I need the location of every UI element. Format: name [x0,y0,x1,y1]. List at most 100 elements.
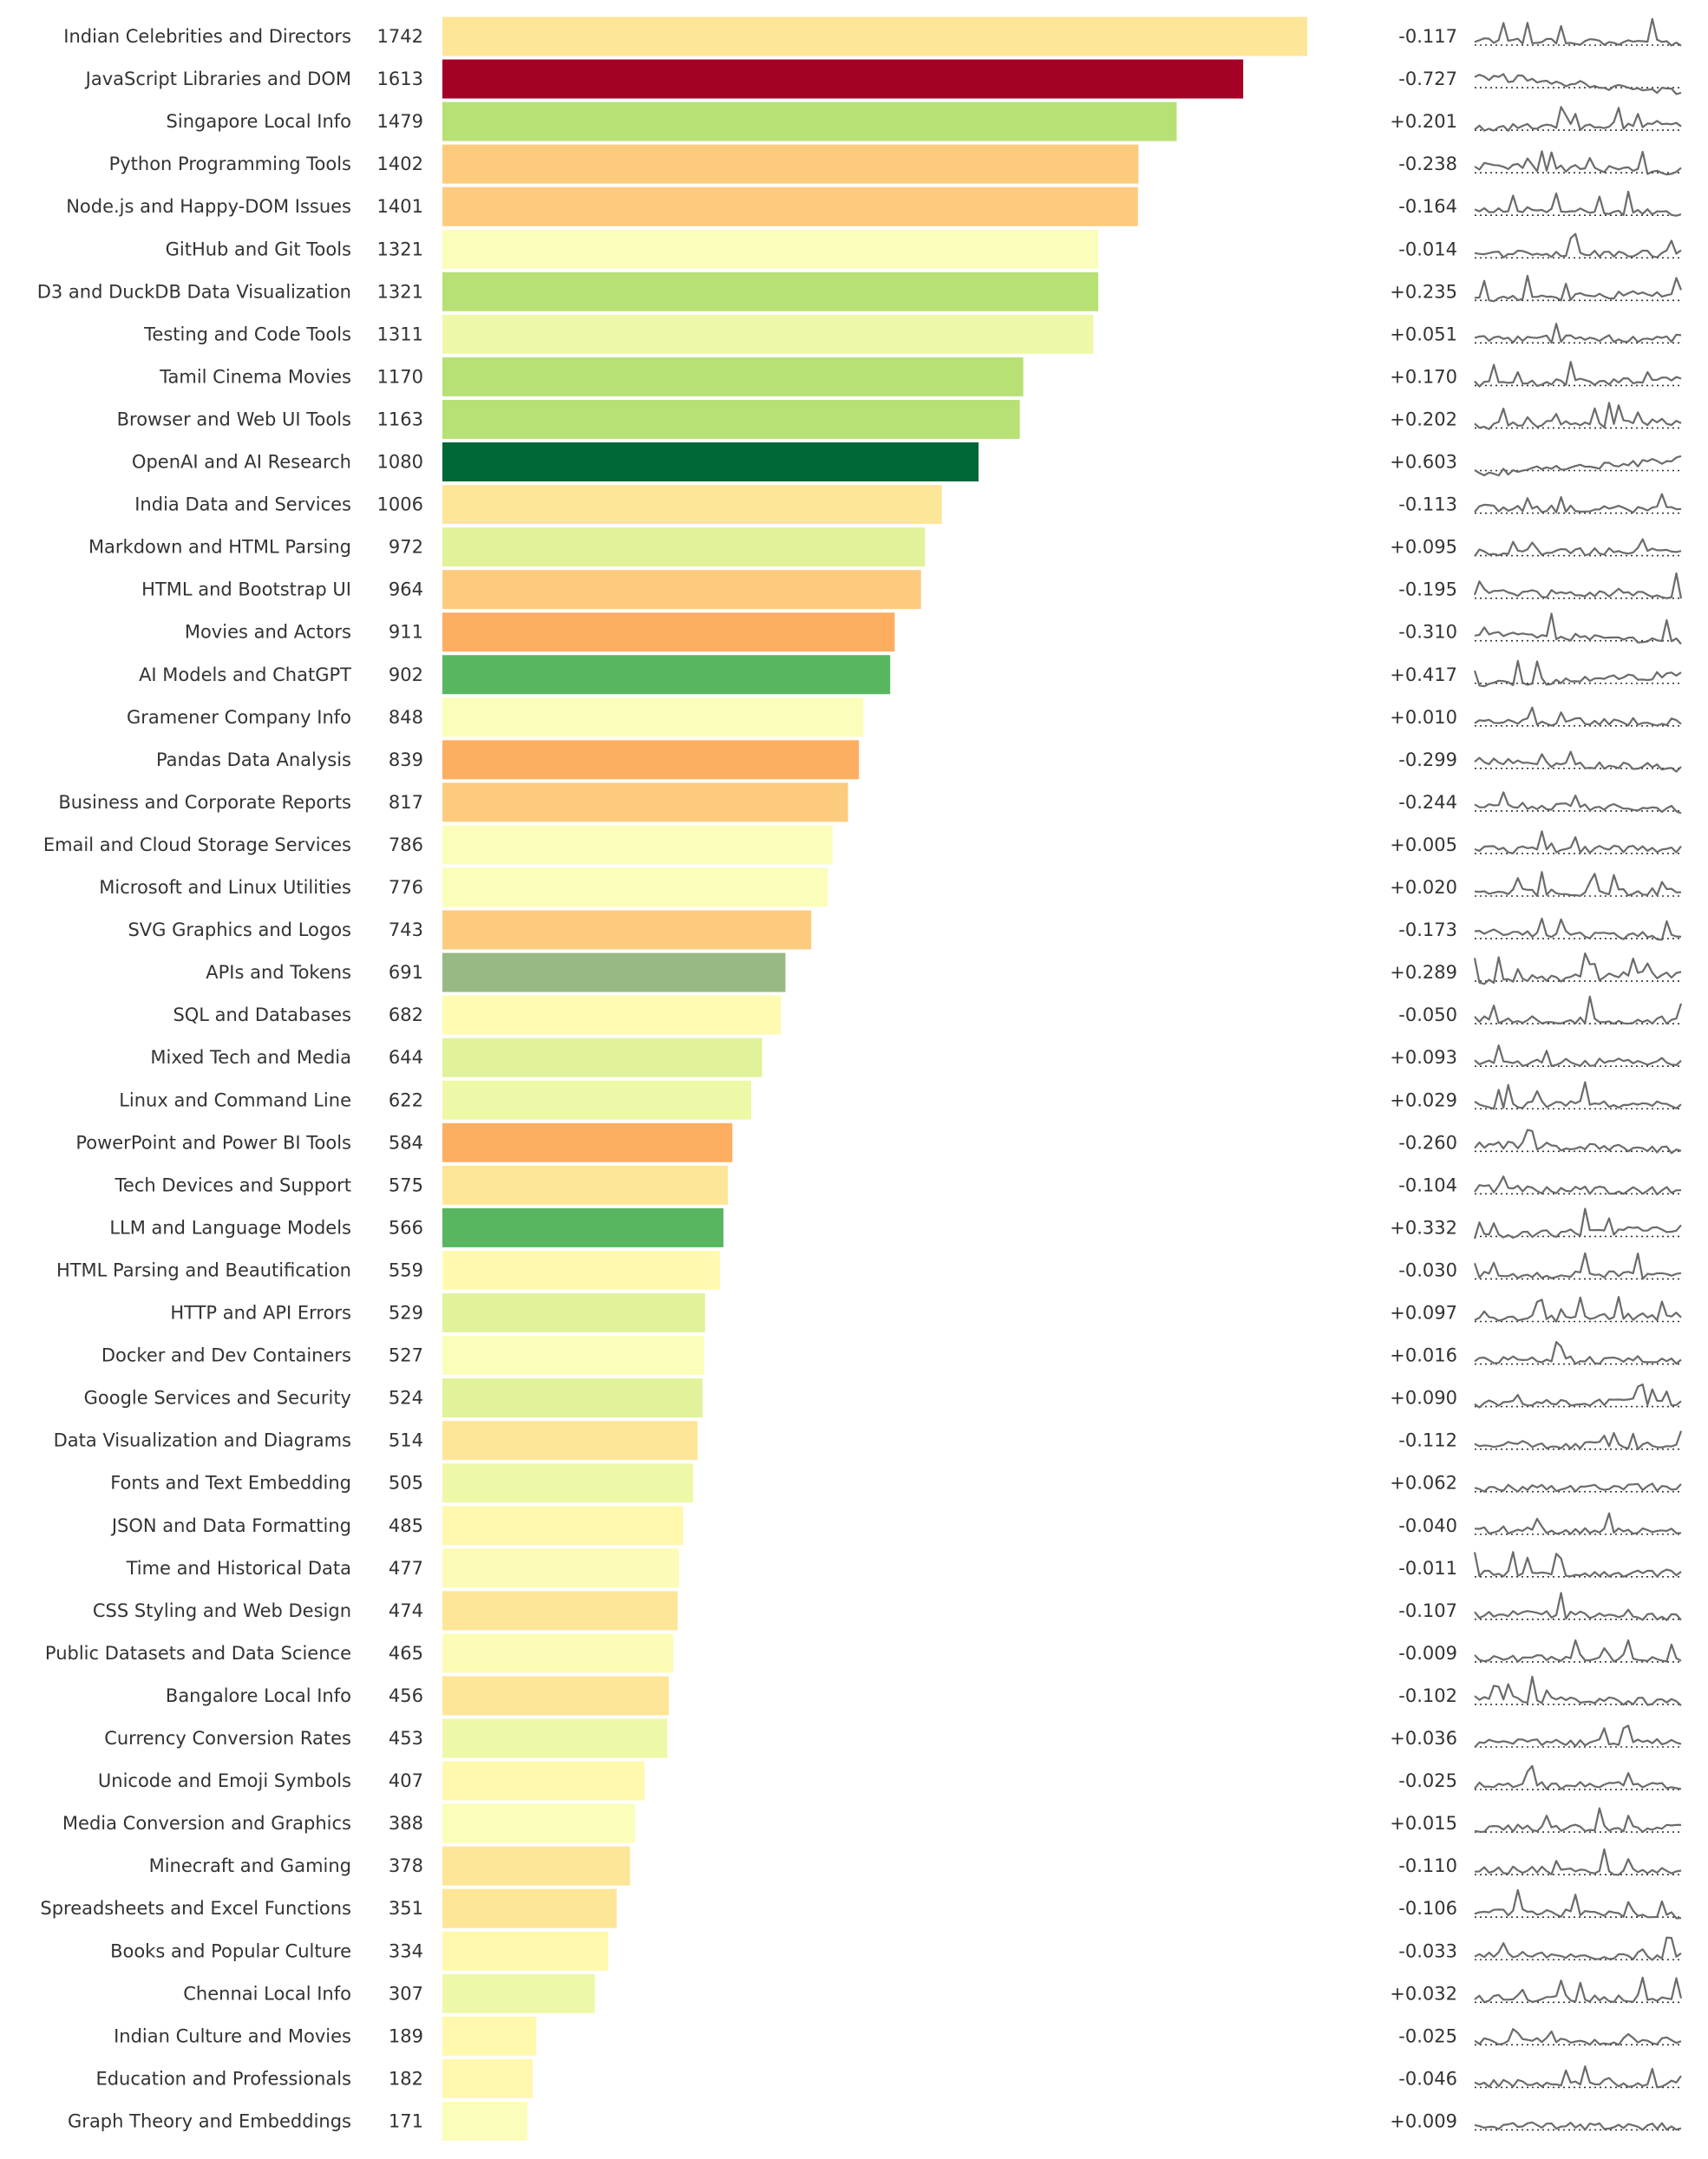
sparkline [1474,17,1682,47]
bar-row: Chennai Local Info 307 +0.032 [183,1973,1683,2013]
category-label: Data Visualization and Diagrams [54,1430,351,1451]
bar [442,1973,595,2013]
bar [442,1846,631,1886]
bar-row: Tamil Cinema Movies 1170 +0.170 [159,357,1682,396]
sparkline [1473,1207,1682,1240]
value-label: 529 [389,1303,423,1324]
bar [442,740,860,780]
sparkline [1474,1512,1682,1535]
trend-label: +0.097 [1390,1303,1457,1324]
category-label: Fonts and Text Embedding [110,1473,351,1494]
sparkline [1474,1081,1682,1110]
trend-label: +0.093 [1390,1047,1457,1068]
bar-row: Time and Historical Data 477 -0.011 [126,1548,1682,1588]
bar [442,442,979,481]
bar-row: Public Datasets and Data Science 465 -0.00… [45,1633,1682,1673]
category-label: Indian Celebrities and Directors [63,26,351,47]
category-label: JavaScript Libraries and DOM [84,69,351,89]
bar-row: Spreadsheets and Excel Functions 351 -0.10… [40,1888,1682,1928]
category-label: Movies and Actors [185,622,351,643]
trend-label: -0.299 [1398,749,1457,770]
value-label: 1080 [377,452,423,473]
bar-row: CSS Styling and Web Design 474 -0.107 [93,1591,1682,1631]
trend-label: -0.050 [1398,1004,1457,1025]
value-label: 902 [389,664,423,685]
trend-label: -0.260 [1398,1132,1457,1153]
trend-label: +0.016 [1390,1345,1457,1366]
bar [442,910,812,950]
trend-label: +0.036 [1390,1728,1457,1749]
value-label: 407 [389,1770,423,1791]
value-label: 388 [389,1813,423,1834]
category-label: Books and Popular Culture [110,1940,351,1961]
value-label: 1613 [377,69,423,89]
bar [442,1591,678,1631]
value-label: 182 [389,2068,423,2089]
trend-label: -0.014 [1398,239,1457,259]
sparkline [1474,612,1682,645]
value-label: 786 [389,834,423,855]
bar [442,697,864,737]
sparkline [1474,1129,1682,1155]
category-label: SVG Graphics and Logos [128,919,351,940]
bar-row: Singapore Local Info 1479 +0.201 [167,101,1682,141]
bar-row: Mixed Tech and Media 644 +0.093 [150,1037,1682,1077]
trend-label: -0.102 [1398,1685,1457,1706]
sparkline [1474,1295,1682,1323]
trend-label: -0.164 [1398,196,1457,217]
value-label: 351 [389,1898,423,1919]
trend-label: +0.289 [1390,962,1457,983]
sparkline [1474,1675,1682,1707]
value-label: 743 [389,919,423,940]
value-label: 527 [389,1345,423,1366]
trend-label: +0.090 [1390,1388,1457,1409]
bar [442,144,1139,184]
category-label: Gramener Company Info [127,707,351,728]
bar-row: India Data and Services 1006 -0.113 [134,485,1682,525]
trend-label: -0.238 [1398,154,1457,174]
trend-label: -0.107 [1398,1600,1457,1621]
value-label: 682 [389,1004,423,1025]
value-label: 644 [389,1047,423,1068]
trend-label: -0.112 [1398,1430,1457,1451]
category-label: Indian Culture and Movies [114,2025,351,2046]
bar-row: HTML and Bootstrap UI 964 -0.195 [141,570,1683,610]
trend-label: +0.095 [1390,537,1457,558]
bar [442,2058,533,2098]
bar [442,1803,636,1843]
category-label: India Data and Services [134,494,351,515]
sparkline [1474,274,1683,303]
trend-label: +0.010 [1390,707,1457,728]
category-label: Markdown and HTML Parsing [88,537,351,558]
value-label: 485 [389,1515,423,1536]
category-label: SQL and Databases [173,1004,351,1025]
sparkline [1474,2065,1682,2089]
bar-row: Linux and Command Line 622 +0.029 [119,1080,1682,1120]
bar [442,1421,698,1461]
value-label: 1006 [377,494,423,515]
trend-label: +0.170 [1390,366,1457,387]
value-label: 1311 [377,324,423,344]
trend-label: +0.235 [1390,281,1457,302]
bar-row: Testing and Code Tools 1311 +0.051 [143,314,1682,354]
sparkline [1474,1340,1682,1365]
sparkline [1474,1807,1681,1833]
category-label: Spreadsheets and Excel Functions [40,1898,351,1919]
category-label: HTML Parsing and Beautification [56,1259,351,1280]
sparkline [1474,2028,1682,2046]
bar [442,1037,762,1077]
bar-row: Movies and Actors 911 -0.310 [185,612,1682,652]
trend-label: -0.025 [1398,2025,1457,2046]
bar-row: Indian Celebrities and Directors 1742 -0.1… [63,16,1682,56]
sparkline [1474,706,1682,727]
bar-row: SQL and Databases 682 -0.050 [173,995,1683,1035]
sparkline [1474,1764,1682,1790]
value-label: 378 [389,1855,423,1876]
trend-label: +0.009 [1390,2110,1457,2131]
bar-row: Data Visualization and Diagrams 514 -0.112 [54,1421,1683,1461]
sparkline [1474,1482,1682,1493]
trend-label: -0.244 [1398,792,1457,813]
value-label: 524 [389,1388,423,1409]
value-label: 622 [389,1089,423,1110]
